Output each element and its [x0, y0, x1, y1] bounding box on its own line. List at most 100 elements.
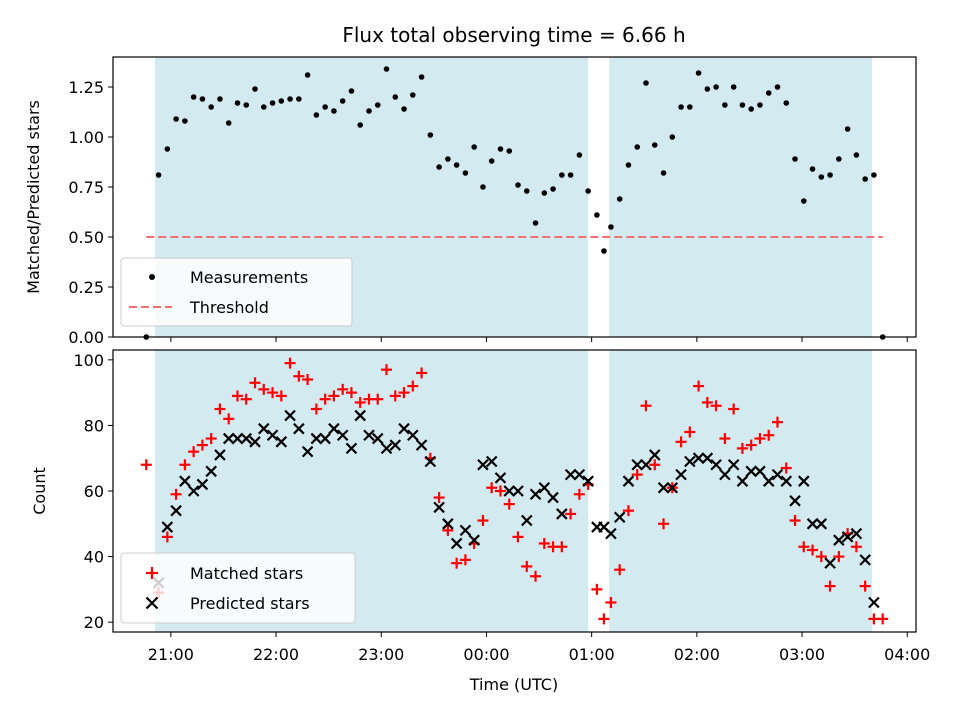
x-stroke-b: [319, 432, 331, 445]
predicted-star-point: [815, 518, 828, 530]
x-stroke-b: [529, 488, 542, 501]
x-stroke-b: [205, 465, 217, 478]
measurement-point: [357, 122, 364, 128]
measurement-point: [567, 172, 574, 178]
measurement-point: [862, 176, 868, 182]
x-stroke-b: [556, 508, 568, 520]
measurement-point: [374, 102, 381, 108]
x-stroke-b: [477, 458, 489, 471]
predicted-star-point: [657, 481, 670, 494]
matched-star-point: [389, 390, 401, 402]
y-tick-label: 20: [84, 613, 104, 632]
measurement-point: [199, 96, 206, 102]
y-tick-label: 0.75: [68, 178, 104, 197]
x-stroke-b: [538, 481, 551, 494]
measurement-point: [748, 106, 754, 112]
predicted-star-point: [371, 432, 384, 445]
matched-star-point: [161, 531, 173, 543]
predicted-star-point: [529, 488, 542, 501]
x-stroke-b: [692, 452, 705, 464]
matched-star-point: [763, 429, 775, 441]
measurement-point: [576, 152, 583, 158]
x-stroke-b: [187, 485, 200, 497]
x-stroke-b: [598, 521, 610, 533]
y-tick-label: 80: [84, 416, 104, 435]
x-stroke-b: [701, 452, 714, 464]
x-stroke-b: [258, 422, 270, 435]
x-stroke-b: [354, 409, 366, 422]
predicted-star-point: [719, 468, 731, 481]
measurement-point: [559, 172, 565, 178]
measurement-point: [523, 188, 530, 194]
measurement-point: [471, 144, 477, 150]
matched-star-point: [249, 377, 261, 389]
measurement-point: [445, 156, 451, 162]
measurement-point: [608, 224, 614, 230]
x-stroke-b: [815, 518, 828, 530]
bottom-y-ticks: 20 40 60 80 100: [73, 351, 113, 632]
matched-star-point: [538, 537, 550, 549]
matched-star-point: [789, 515, 801, 527]
matched-star-point: [798, 541, 810, 553]
measurement-point: [625, 162, 632, 168]
measurement-point: [497, 146, 504, 152]
predicted-star-point: [363, 429, 375, 442]
predicted-star-point: [205, 465, 217, 478]
matched-star-point: [372, 393, 384, 405]
predicted-star-point: [841, 531, 854, 543]
x-stroke-b: [520, 514, 533, 527]
top-series-layer: [143, 66, 886, 340]
matched-star-point: [407, 380, 419, 392]
matched-star-point: [477, 515, 489, 527]
measurement-point: [225, 120, 232, 126]
x-stroke-b: [675, 468, 687, 481]
bottom-legend: Matched stars Predicted stars: [120, 552, 356, 624]
measurement-point: [260, 104, 267, 110]
measurement-point: [836, 156, 842, 162]
matched-star-point: [140, 459, 152, 471]
x-stroke-b: [824, 557, 836, 569]
y-tick-label: 0.25: [68, 278, 104, 297]
measurement-point: [313, 112, 320, 118]
predicted-star-point: [477, 458, 489, 471]
predicted-star-point: [389, 439, 402, 451]
predicted-star-point: [380, 442, 393, 455]
measurement-point: [410, 92, 416, 98]
measurement-point: [853, 152, 860, 158]
matched-star-point: [521, 560, 533, 572]
measurement-point: [182, 118, 188, 124]
matched-star-point: [658, 518, 670, 530]
predicted-star-point: [503, 485, 516, 497]
measurement-point: [757, 102, 763, 108]
measurement-point: [601, 248, 607, 254]
predicted-star-point: [675, 468, 687, 481]
measurement-point: [687, 104, 693, 110]
legend-matched-label: Matched stars: [190, 564, 303, 583]
predicted-star-point: [806, 518, 819, 530]
x-stroke-b: [485, 455, 498, 468]
matched-star-point: [345, 387, 357, 399]
measurement-point: [809, 166, 816, 172]
measurement-point: [541, 190, 548, 196]
predicted-star-point: [512, 485, 524, 497]
measurement-point: [339, 98, 346, 104]
matched-star-point: [622, 505, 634, 517]
predicted-star-point: [736, 475, 749, 487]
matched-star-point: [170, 488, 182, 500]
x-stroke-b: [833, 534, 845, 546]
predicted-star-point: [833, 534, 845, 546]
matched-star-point: [231, 390, 243, 402]
predicted-star-point: [459, 524, 472, 537]
matched-star-point: [442, 524, 454, 536]
predicted-star-point: [538, 481, 551, 494]
predicted-star-point: [354, 409, 366, 422]
x-tick-label: 04:00: [884, 645, 930, 664]
x-stroke-b: [736, 475, 749, 487]
predicted-star-point: [179, 475, 191, 487]
matched-star-point: [293, 370, 305, 382]
x-stroke-b: [564, 468, 577, 481]
x-stroke-b: [494, 472, 507, 484]
measurement-point: [739, 102, 746, 108]
measurement-point: [774, 84, 781, 90]
matched-star-point: [614, 564, 626, 576]
